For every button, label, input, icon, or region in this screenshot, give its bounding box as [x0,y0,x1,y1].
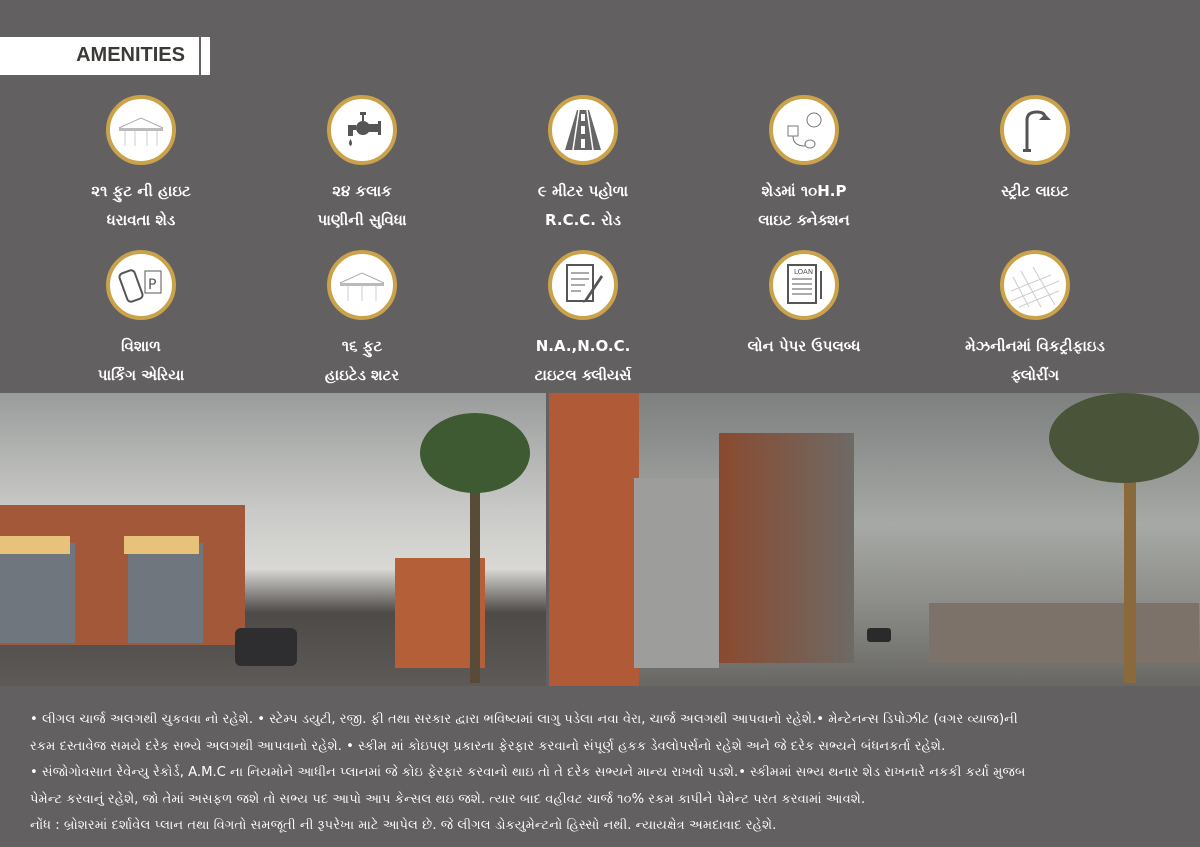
amenity-item: ૧૬ ફુટ હાઇટેડ શટર [252,250,472,390]
amenity-label: N.A.,N.O.C. ટાઇટલ ક્લીયર્સ [473,332,693,390]
shed-icon [118,117,164,146]
divider [199,37,201,75]
amenity-label-line1: શેડમાં ૧૦H.P [761,182,847,200]
amenity-icon-ring: LOAN [769,250,839,320]
amenity-item: P વિશાળ પાર્કિંગ એરિયા [31,250,251,390]
amenity-label: ૧૬ ફુટ હાઇટેડ શટર [252,332,472,390]
amenity-item: N.A.,N.O.C. ટાઇટલ ક્લીયર્સ [473,250,693,390]
amenity-label: ૨૧ ફુટ ની હાઇટ ધરાવતા શેડ [31,177,251,235]
amenity-label: લોન પેપર ઉપલબ્ધ [694,332,914,361]
amenity-label-line1: ૨૧ ફુટ ની હાઇટ [91,182,191,200]
section-heading: AMENITIES [76,44,185,66]
amenity-item: સ્ટ્રીટ લાઇટ [925,95,1145,206]
amenity-icon-ring [548,250,618,320]
terms-and-conditions: • લીગલ ચાર્જ અલગથી ચુકવવા નો રહેશે. • સ્… [30,707,1180,840]
photo-shed-exterior [0,393,546,686]
amenity-label: મેઝનીનમાં વિકટ્રીફાઇડ ફ્લોરીંગ [925,332,1145,390]
amenity-label: વિશાળ પાર્કિંગ એરિયા [31,332,251,390]
amenity-item: મેઝનીનમાં વિકટ્રીફાઇડ ફ્લોરીંગ [925,250,1145,390]
loan-paper-icon: LOAN [787,264,822,304]
photo-shed-street [549,393,1200,686]
amenity-icon-ring [1000,95,1070,165]
amenity-item: LOAN લોન પેપર ઉપલબ્ધ [694,250,914,361]
amenity-label-line1: ૯ મીટર પહોળા [537,182,629,200]
note-line: રકમ દસ્તાવેજ સમયે દરેક સભ્યે અલગથી આપવાન… [30,738,946,754]
amenity-icon-ring: P [106,250,176,320]
amenity-label-line1: લોન પેપર ઉપલબ્ધ [747,337,861,355]
amenity-icon-ring [1000,250,1070,320]
amenity-item: ૯ મીટર પહોળા R.C.C. રોડ [473,95,693,235]
amenity-label-line2: લાઇટ ક્નેક્શન [758,211,850,229]
amenity-label-line2: ટાઇટલ ક્લીયર્સ [534,366,632,384]
amenity-item: ૨૧ ફુટ ની હાઇટ ધરાવતા શેડ [31,95,251,235]
amenity-label-line2: ફ્લોરીંગ [1010,366,1060,384]
electric-connection-icon [787,112,822,149]
road-icon [565,109,601,151]
note-line: પેમેન્ટ કરવાનું રહેશે, જો તેમાં અસફળ જશે… [30,791,866,807]
amenity-label: ૨૪ કલાક પાણીની સુવિધા [252,177,472,235]
amenity-icon-ring [769,95,839,165]
amenity-item: ૨૪ કલાક પાણીની સુવિધા [252,95,472,235]
amenity-label-line2: પાર્કિંગ એરિયા [97,366,185,384]
amenity-icon-ring [327,250,397,320]
amenity-label: સ્ટ્રીટ લાઇટ [925,177,1145,206]
amenity-item: શેડમાં ૧૦H.P લાઇટ ક્નેક્શન [694,95,914,235]
amenity-label-line1: ૧૬ ફુટ [341,337,383,355]
amenity-label-line1: મેઝનીનમાં વિકટ્રીફાઇડ [965,337,1105,355]
amenity-label-line2: પાણીની સુવિધા [317,211,407,229]
amenity-label: શેડમાં ૧૦H.P લાઇટ ક્નેક્શન [694,177,914,235]
amenity-label-line1: વિશાળ [121,337,161,355]
amenity-label-line1: ૨૪ કલાક [332,182,392,200]
note-line: • લીગલ ચાર્જ અલગથી ચુકવવા નો રહેશે. • સ્… [30,712,1018,727]
parking-icon: P [118,269,162,303]
svg-text:P: P [148,277,156,293]
amenity-label-line1: સ્ટ્રીટ લાઇટ [1001,182,1069,200]
amenity-label-line1: N.A.,N.O.C. [535,337,631,355]
amenity-icon-ring [327,95,397,165]
svg-text:LOAN: LOAN [794,268,813,276]
water-tap-icon [348,112,381,146]
street-light-icon [1023,110,1051,152]
note-line: • સંજોગોવસાત રેવેન્યુ રેકોર્ડ, A.M.C ના … [30,765,1026,780]
amenity-label: ૯ મીટર પહોળા R.C.C. રોડ [473,177,693,235]
section-heading-bar: AMENITIES [0,37,210,75]
note-line: નોંધ : બ્રોશરમાં દર્શાવેલ પ્લાન તથા વિગત… [30,818,777,833]
shutter-icon [339,272,385,301]
document-icon [566,264,603,303]
amenity-label-line2: ધરાવતા શેડ [106,211,176,229]
amenity-label-line2: R.C.C. રોડ [545,211,621,229]
amenity-icon-ring [106,95,176,165]
amenity-icon-ring [548,95,618,165]
flooring-icon [1011,266,1059,308]
amenity-label-line2: હાઇટેડ શટર [324,366,400,384]
